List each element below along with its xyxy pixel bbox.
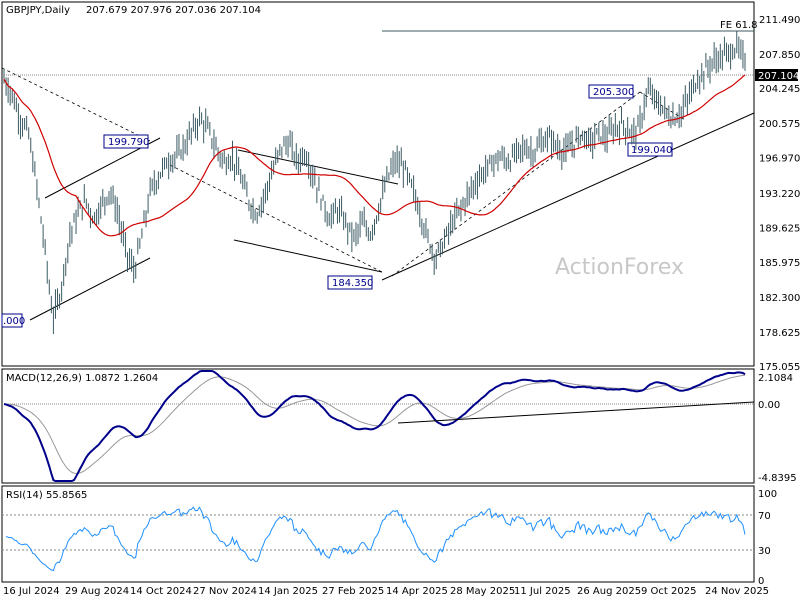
annotation-000: .000 [3,316,25,327]
rsi-tick-70: 70 [758,511,771,522]
current-price-box [755,69,798,81]
price-bars [3,30,746,334]
macd-tick-top: 2.1084 [758,373,793,384]
price-y-tick: 189.625 [759,223,800,234]
price-y-axis: 211.490 207.850 204.245 200.575 196.970 193.2… [759,15,800,373]
rsi-tick-100: 100 [758,489,777,500]
chart-header-symbol: GBPJPY,Daily [6,5,70,16]
price-y-tick: 178.625 [759,328,800,339]
date-x-tick: 14 Jan 2025 [258,586,318,597]
price-y-tick: 211.490 [759,15,800,26]
annotation-184350: 184.350 [332,278,373,289]
price-y-tick: 196.970 [759,153,800,164]
rsi-title: RSI(14) 55.8565 [6,490,87,501]
macd-title: MACD(12,26,9) 1.0872 1.2604 [6,373,158,384]
annotation-199040: 199.040 [631,145,672,156]
date-x-tick: 24 Nov 2025 [705,586,769,597]
annotation-boxes [1,84,673,328]
price-y-tick: 193.220 [759,189,800,200]
watermark: ActionForex [555,255,684,280]
price-y-tick: 204.245 [759,84,800,95]
price-y-tick: 207.850 [759,50,800,61]
price-panel [1,1,755,367]
rsi-tick-0: 0 [758,576,764,587]
date-x-tick: 28 May 2025 [450,586,515,597]
date-x-tick: 14 Apr 2025 [386,586,448,597]
moving-average-line [3,74,746,237]
rsi-tick-30: 30 [758,546,771,557]
macd-tick-zero: 0.00 [758,400,780,411]
fib-level-label: FE 61.8 [720,20,758,31]
date-x-tick: 9 Oct 2025 [641,586,696,597]
annotation-199790: 199.790 [108,137,149,148]
price-y-tick: 175.055 [759,362,800,373]
price-y-tick: 185.975 [759,258,800,269]
date-x-tick: 26 Aug 2025 [577,586,641,597]
price-y-tick: 182.300 [759,293,800,304]
price-y-tick: 200.575 [759,119,800,130]
date-x-axis: 16 Jul 2024 29 Aug 2024 14 Oct 2024 27 Nov … [3,586,769,597]
annotation-205300: 205.300 [593,87,634,98]
date-x-tick: 14 Oct 2024 [130,586,192,597]
chart-header-ohlc: 207.679 207.976 207.036 207.104 [86,5,261,16]
date-x-tick: 16 Jul 2024 [3,586,60,597]
date-x-tick: 11 Jul 2025 [514,586,571,597]
date-x-tick: 27 Feb 2025 [322,586,384,597]
date-x-tick: 29 Aug 2024 [65,586,129,597]
rsi-line [5,506,746,572]
date-x-tick: 27 Nov 2024 [193,586,257,597]
current-price-label: 207.104 [758,71,799,82]
macd-trend-line [397,401,755,424]
macd-main-line [3,370,746,482]
macd-tick-bottom: -4.8395 [758,473,797,484]
